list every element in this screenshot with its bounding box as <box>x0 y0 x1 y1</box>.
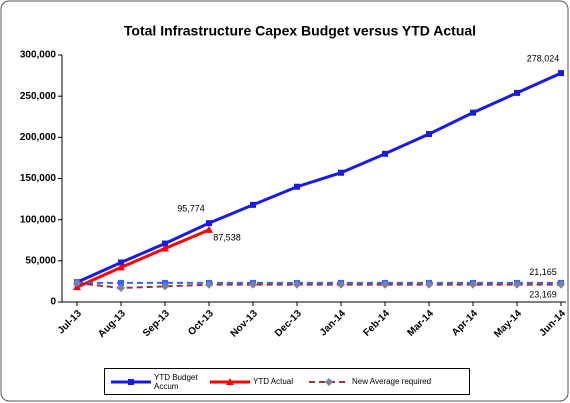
point <box>161 282 169 291</box>
point <box>382 150 388 157</box>
line <box>76 71 562 284</box>
point <box>337 280 345 289</box>
point <box>128 378 134 385</box>
value-label: 87,538 <box>213 232 241 242</box>
y-tick-label: 200,000 <box>20 132 57 143</box>
point <box>162 240 168 247</box>
point <box>161 244 169 252</box>
point <box>425 280 433 289</box>
y-tick-label: 250,000 <box>20 91 57 102</box>
point <box>470 109 476 116</box>
point <box>558 70 564 77</box>
point <box>381 280 389 289</box>
legend-item: YTD Budget Accum <box>111 373 204 391</box>
point <box>325 377 334 386</box>
y-tick-label: 0 <box>50 297 56 308</box>
legend: YTD Budget Accum YTD Actual New Average re… <box>104 368 470 395</box>
point <box>469 280 477 289</box>
legend-swatch <box>210 377 250 385</box>
point <box>118 259 124 266</box>
point <box>293 280 301 289</box>
series: 95,774 278,024 <box>74 53 564 286</box>
value-label: 95,774 <box>177 204 205 214</box>
y-tick-label: 300,000 <box>20 50 57 61</box>
point <box>557 280 565 289</box>
point <box>249 280 257 289</box>
point <box>514 89 520 96</box>
legend-label: YTD Actual <box>253 377 294 386</box>
legend-label: YTD Budget Accum <box>154 372 198 391</box>
point <box>118 279 124 286</box>
point <box>226 377 234 385</box>
point <box>117 284 125 293</box>
point <box>117 263 125 271</box>
line <box>76 228 210 289</box>
point <box>206 220 212 227</box>
point <box>73 279 81 288</box>
line <box>76 282 561 290</box>
point <box>250 201 256 208</box>
point <box>338 169 344 176</box>
legend-swatch <box>111 378 151 385</box>
point <box>294 183 300 190</box>
point <box>205 225 213 233</box>
legend-swatch <box>309 377 350 386</box>
series: 21,165 <box>73 267 565 293</box>
value-label: 21,165 <box>529 267 557 277</box>
point <box>205 280 213 289</box>
legend-item: YTD Actual <box>210 377 303 387</box>
point <box>426 131 432 138</box>
y-tick-label: 50,000 <box>25 255 56 266</box>
legend-label: New Average required <box>352 377 432 386</box>
value-label: 23,169 <box>529 289 557 299</box>
point <box>513 280 521 289</box>
legend-item: New Average required <box>309 377 441 387</box>
chart-title: Total Infrastructure Capex Budget versus… <box>124 23 476 39</box>
value-label: 278,024 <box>527 53 560 63</box>
y-tick-label: 100,000 <box>20 214 57 225</box>
y-tick-label: 150,000 <box>20 173 57 184</box>
